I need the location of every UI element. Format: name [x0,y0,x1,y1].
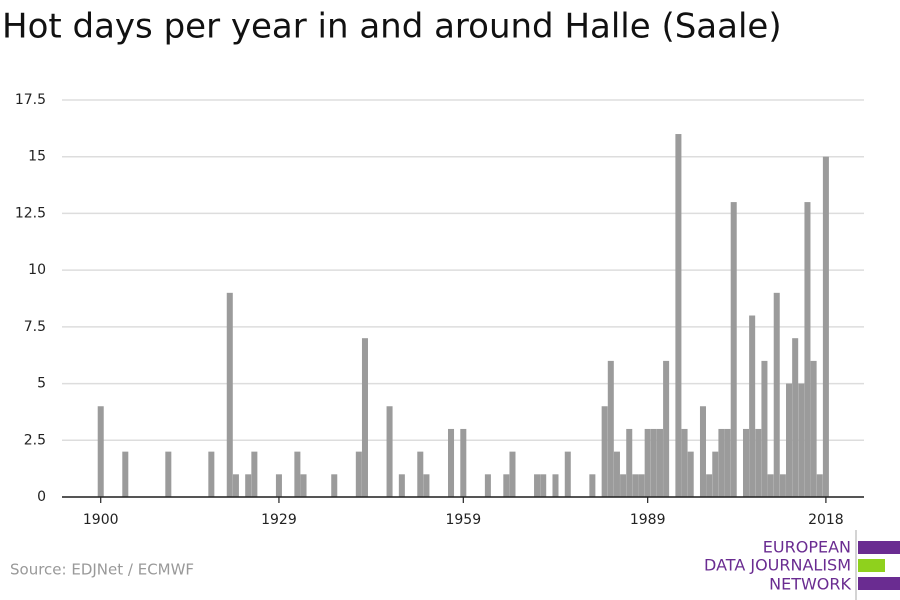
bar [589,474,596,497]
logo-text: DATA JOURNALISM [704,556,851,575]
bar [650,428,657,497]
bar [361,338,368,497]
bar [355,451,362,497]
bar [718,428,725,497]
bar [675,134,682,497]
bar [656,428,663,497]
bar [331,474,338,497]
bar [761,360,768,497]
x-tick-label: 1900 [83,512,119,528]
bar [226,292,233,497]
x-tick-label: 1929 [261,512,297,528]
bar [687,451,694,497]
x-tick-label: 2018 [808,512,844,528]
bar [816,474,823,497]
bar [798,383,805,497]
bar [626,428,633,497]
bar [724,428,731,497]
logo-bar [858,559,885,572]
bar [742,428,750,497]
bar [245,474,252,497]
bar [607,360,614,497]
chart-title: Hot days per year in and around Halle (S… [2,7,782,47]
bar [540,474,547,497]
bar [503,474,510,497]
bar [613,451,620,497]
x-tick-label: 1989 [630,512,666,528]
logo-text: EUROPEAN [763,538,851,557]
bar [620,474,627,497]
bar [232,474,239,497]
bar [663,360,670,497]
bar [294,451,301,497]
bar [699,406,706,497]
y-tick-label: 0 [37,489,46,505]
y-tick-label: 15 [28,149,46,165]
bar [644,428,651,497]
bar [460,428,467,497]
bar [398,474,405,497]
bar [165,451,172,497]
bar [749,315,756,497]
bar [804,202,811,498]
bar [417,451,424,497]
bar [773,292,780,497]
bar [251,451,258,497]
bar [755,428,762,497]
bar [564,451,571,497]
bar [810,360,817,497]
bar [423,474,430,497]
source: Source: EDJNet / ECMWF [10,561,194,579]
bar [97,406,104,497]
x-tick-label: 1959 [445,512,481,528]
bar [792,338,799,497]
bar [767,474,774,497]
logo: EUROPEAN DATA JOURNALISM NETWORK [704,530,900,600]
bar [122,451,129,497]
bar [552,474,559,497]
logo-text: NETWORK [769,575,851,594]
y-tick-label: 2.5 [24,432,46,448]
bar [779,474,786,497]
bar [601,406,608,497]
bar [275,474,282,497]
bar [509,451,516,497]
bar [712,451,719,497]
logo-bar [858,541,900,554]
bar [681,428,688,497]
bar [632,474,639,497]
bar [822,156,829,497]
bar [300,474,307,497]
y-tick-label: 10 [28,262,46,278]
bar [730,202,737,498]
bar [386,406,393,497]
bar [448,428,455,497]
bar [786,383,793,497]
y-tick-label: 12.5 [15,205,46,221]
y-tick-label: 7.5 [24,319,46,335]
bar [706,474,713,497]
bar [208,451,215,497]
bar [638,474,645,497]
logo-bar [858,577,900,590]
y-tick-label: 17.5 [15,92,46,108]
bar [534,474,541,497]
y-tick-label: 5 [37,376,46,392]
bar [484,474,491,497]
